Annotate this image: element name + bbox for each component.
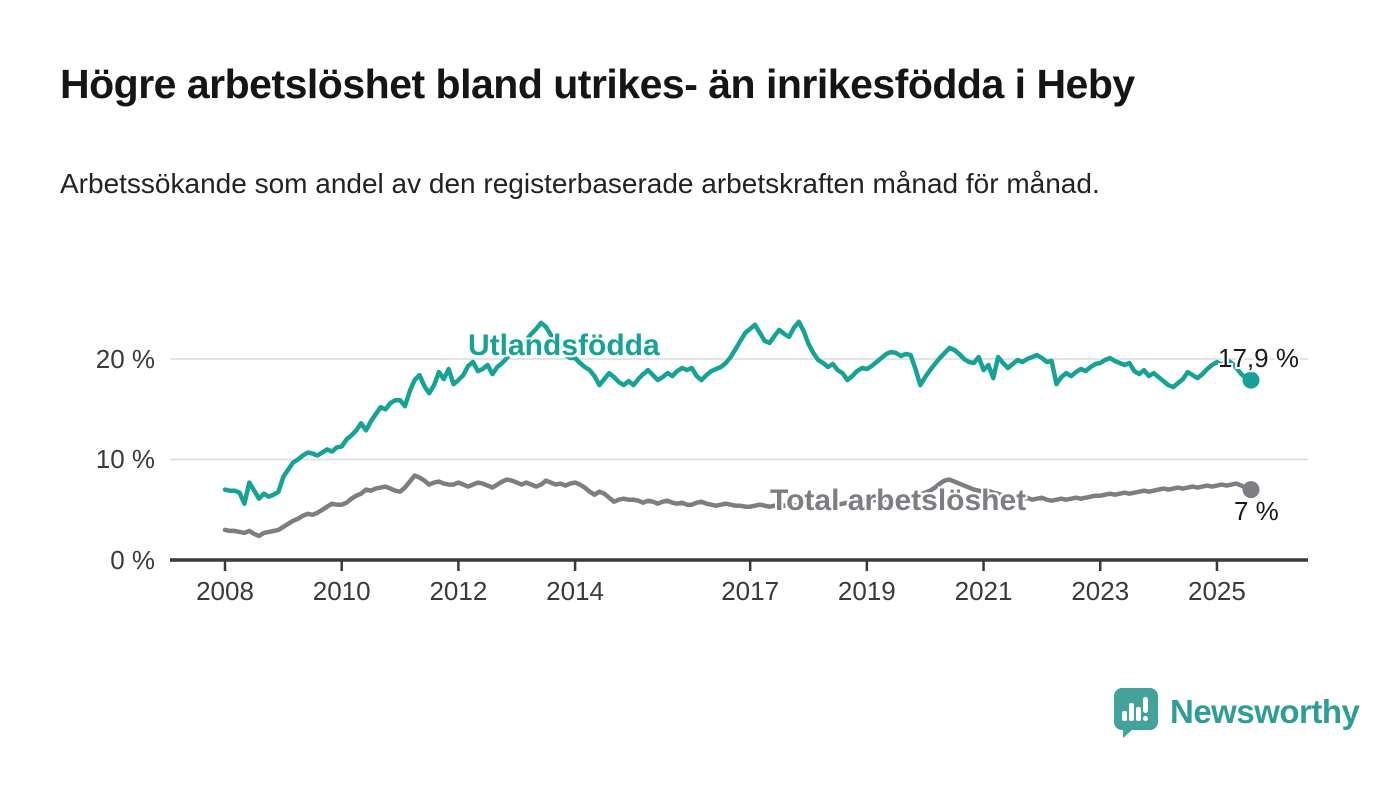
x-axis-tick-2025: 2025 — [1188, 576, 1246, 606]
newsworthy-speech-bubble-bar-chart-icon — [1114, 688, 1158, 738]
series-end-dot — [1242, 481, 1260, 499]
y-axis-tick-0: 0 % — [110, 545, 155, 575]
series-label-total: Total arbetslöshet — [770, 484, 1027, 517]
x-axis-tick-2017: 2017 — [721, 576, 780, 606]
x-axis-tick-2008: 2008 — [196, 576, 254, 606]
page-title: Högre arbetslöshet bland utrikes- än inr… — [60, 61, 1135, 107]
newsworthy-logo-text: Newsworthy — [1170, 693, 1360, 730]
x-axis-tick-2019: 2019 — [837, 576, 896, 606]
x-axis-tick-2012: 2012 — [429, 576, 488, 606]
y-axis-tick-10: 10 % — [95, 444, 155, 474]
x-axis-tick-2010: 2010 — [312, 576, 371, 606]
series-end-dot — [1242, 371, 1260, 389]
y-axis-tick-20: 20 % — [95, 344, 155, 374]
gridlines — [170, 358, 1308, 461]
x-axis-tick-2014: 2014 — [546, 576, 605, 606]
end-value-label-utlandsfodda: 17,9 % — [1218, 343, 1299, 373]
series-label-utlandsfodda: Utlandsfödda — [468, 329, 660, 362]
newsworthy-logo: Newsworthy — [1112, 686, 1360, 738]
chart-subtitle: Arbetssökande som andel av den registerb… — [60, 168, 1100, 199]
x-axis — [170, 558, 1308, 571]
series-lines — [222, 319, 1260, 539]
series-line-total-arbetsl-shet — [222, 473, 1254, 539]
x-axis-tick-2023: 2023 — [1071, 576, 1130, 606]
series-line-utlandsf-dda — [222, 319, 1254, 506]
end-value-label-total: 7 % — [1234, 496, 1279, 526]
x-axis-tick-2021: 2021 — [954, 576, 1013, 606]
